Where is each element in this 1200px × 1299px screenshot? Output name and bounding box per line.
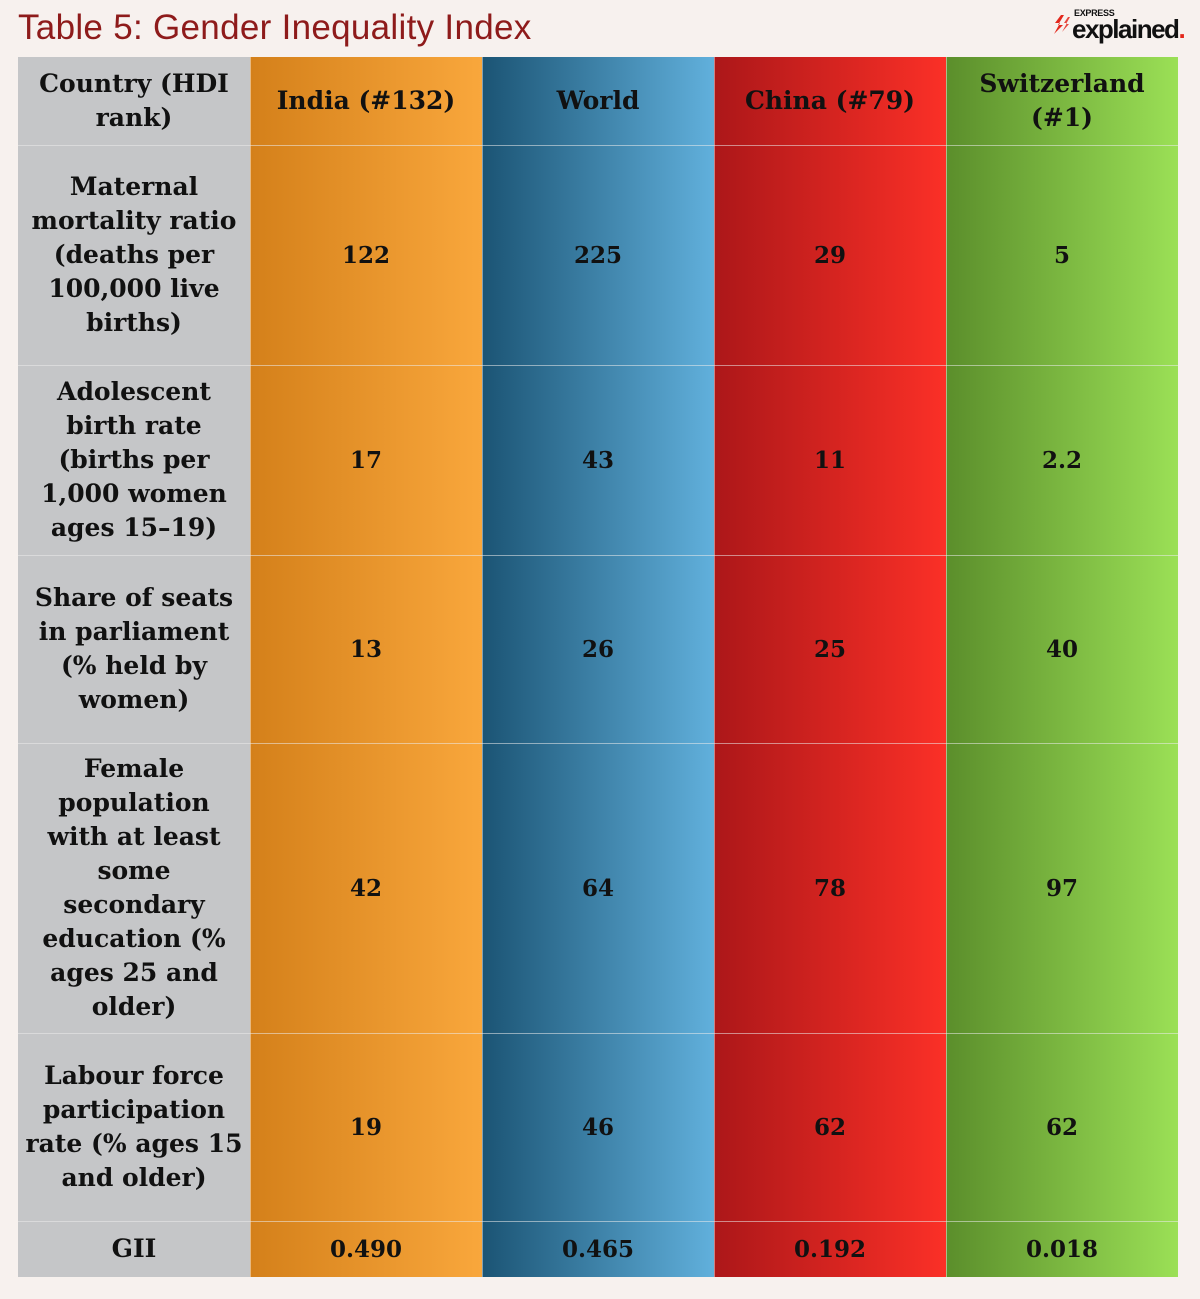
data-cell: 78: [714, 743, 946, 1033]
data-cell: 43: [482, 365, 714, 555]
column-header: World: [482, 57, 714, 145]
gii-table: Country (HDI rank) India (#132) World China…: [18, 57, 1178, 1277]
data-cell: 62: [714, 1033, 946, 1221]
data-cell: 40: [946, 555, 1178, 743]
logo-big-text: explained.: [1072, 14, 1184, 45]
header-label: Country (HDI rank): [18, 57, 250, 145]
data-cell: 26: [482, 555, 714, 743]
data-cell: 19: [250, 1033, 482, 1221]
data-cell: 29: [714, 145, 946, 365]
data-cell: 122: [250, 145, 482, 365]
express-explained-logo: EXPRESS explained.: [1052, 8, 1186, 42]
data-cell: 64: [482, 743, 714, 1033]
data-cell: 25: [714, 555, 946, 743]
logo-mark-icon: [1052, 14, 1072, 36]
data-cell: 0.192: [714, 1221, 946, 1277]
data-cell: 5: [946, 145, 1178, 365]
row-label: GII: [18, 1221, 250, 1277]
page-title: Table 5: Gender Inequality Index: [18, 8, 532, 48]
row-label: Female population with at least some sec…: [18, 743, 250, 1033]
column-header: Switzerland (#1): [946, 57, 1178, 145]
row-label: Share of seats in parliament (% held by …: [18, 555, 250, 743]
data-cell: 0.490: [250, 1221, 482, 1277]
column-header: India (#132): [250, 57, 482, 145]
data-cell: 17: [250, 365, 482, 555]
row-label: Labour force participation rate (% ages …: [18, 1033, 250, 1221]
data-cell: 97: [946, 743, 1178, 1033]
row-label: Maternal mortality ratio (deaths per 100…: [18, 145, 250, 365]
data-cell: 2.2: [946, 365, 1178, 555]
data-cell: 42: [250, 743, 482, 1033]
data-cell: 13: [250, 555, 482, 743]
data-cell: 46: [482, 1033, 714, 1221]
data-cell: 11: [714, 365, 946, 555]
row-label: Adolescent birth rate (births per 1,000 …: [18, 365, 250, 555]
data-cell: 0.465: [482, 1221, 714, 1277]
data-cell: 225: [482, 145, 714, 365]
column-header: China (#79): [714, 57, 946, 145]
data-cell: 0.018: [946, 1221, 1178, 1277]
data-cell: 62: [946, 1033, 1178, 1221]
